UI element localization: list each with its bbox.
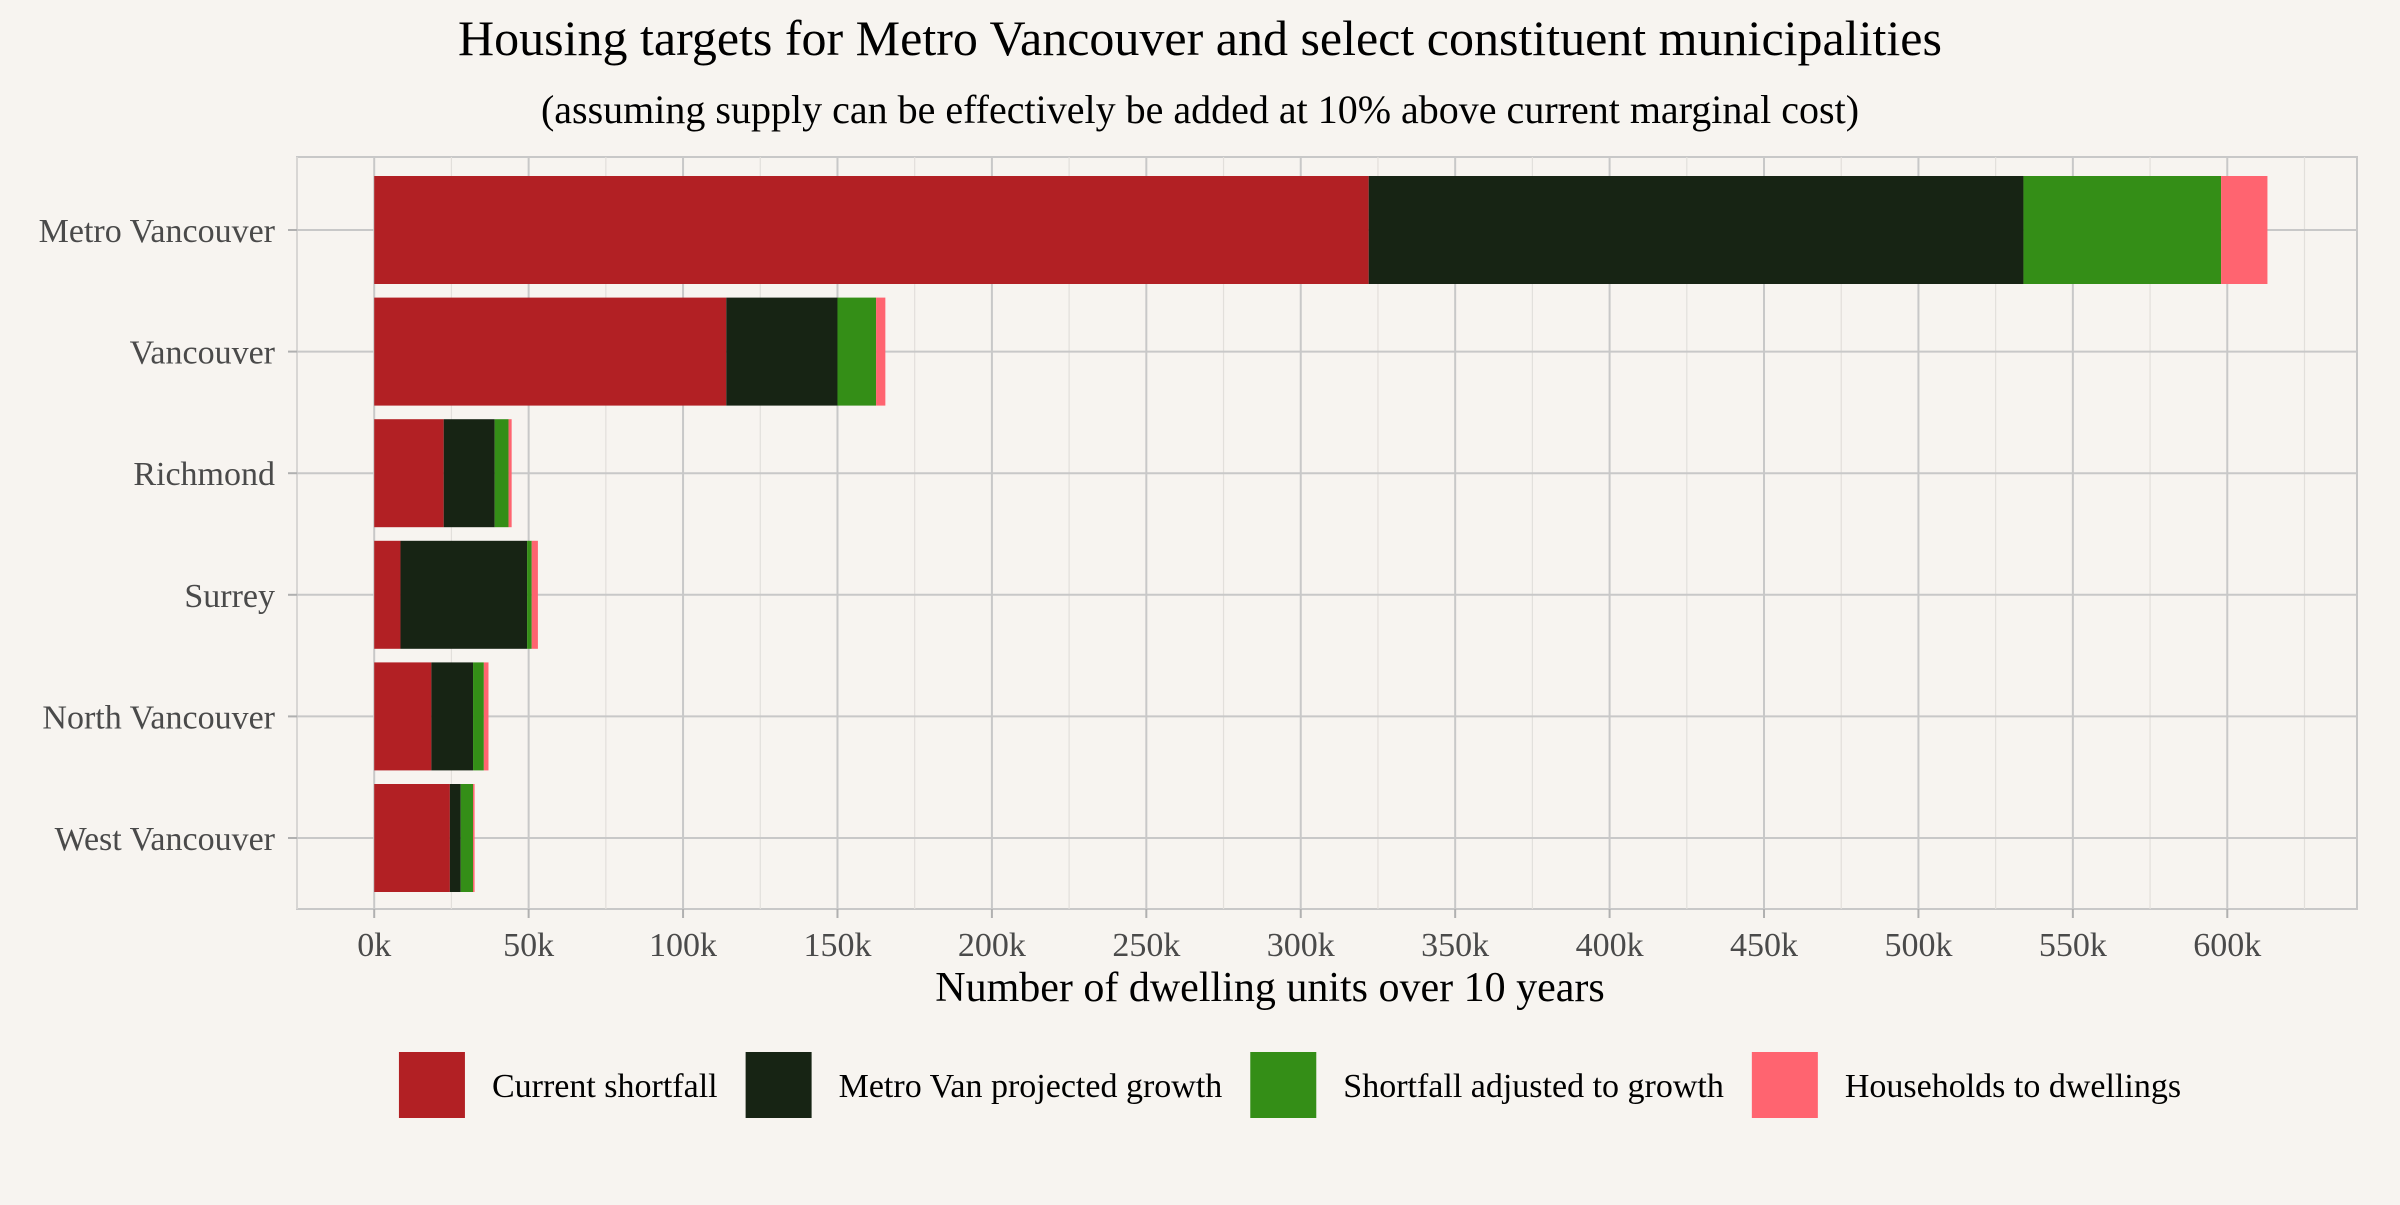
bar-segment: North Vancouver — Households to dwelling…: [483, 662, 489, 771]
legend-key: [398, 1052, 465, 1118]
bar-segment: North Vancouver — Metro Van projected gr…: [431, 662, 474, 771]
bar-segment: Vancouver — Shortfall adjusted to growth…: [837, 297, 877, 406]
x-tick-label: 600k: [2193, 927, 2261, 964]
bar-segment: Richmond — Current shortfall: 22500: [374, 419, 444, 528]
bar-segment: Surrey — Shortfall adjusted to growth: 1…: [527, 540, 532, 649]
x-tick-label: 50k: [503, 927, 554, 964]
bar-segment: Surrey — Current shortfall: 8500: [374, 540, 401, 649]
y-tick-label: Richmond: [133, 456, 275, 493]
legend-key: [745, 1052, 812, 1118]
bar-segment: Metro Vancouver — Current shortfall: 322…: [374, 176, 1369, 284]
x-tick-label: 0k: [357, 927, 391, 964]
x-tick-label: 200k: [958, 927, 1026, 964]
bar-segment: Richmond — Metro Van projected growth: 1…: [443, 419, 495, 528]
x-tick-label: 350k: [1421, 927, 1489, 964]
legend-key: [1250, 1052, 1317, 1118]
legend-label: Metro Van projected growth: [839, 1068, 1223, 1105]
x-axis: 0k 50k 100k 150k 200k 250k 300k 350k 400k 450k 500…: [357, 909, 2261, 964]
legend-item: Shortfall adjusted to growth: [1250, 1052, 1724, 1118]
bars-layer: Metro Vancouver — Current shortfall: 322…: [374, 176, 2268, 892]
bar-segment: Surrey — Households to dwellings: 2000: [531, 540, 538, 649]
bar-segment: Surrey — Metro Van projected growth: 410…: [400, 540, 528, 649]
chart-subtitle: (assuming supply can be effectively be a…: [541, 87, 1859, 132]
bar-segment: Vancouver — Metro Van projected growth: …: [726, 297, 838, 406]
x-tick-label: 150k: [803, 927, 871, 964]
bar-segment: West Vancouver — Metro Van projected gro…: [449, 784, 461, 892]
legend-item: Households to dwellings: [1751, 1052, 2181, 1118]
bar-segment: Vancouver — Current shortfall: 114000: [374, 297, 727, 406]
x-tick-label: 100k: [649, 927, 717, 964]
y-axis: Metro Vancouver Vancouver Richmond Surrey No…: [39, 213, 297, 858]
x-tick-label: 550k: [2039, 927, 2107, 964]
chart-title: Housing targets for Metro Vancouver and …: [458, 10, 1942, 66]
y-tick-label: West Vancouver: [55, 821, 276, 858]
bar-segment: West Vancouver — Current shortfall: 2450…: [374, 784, 450, 892]
bar-segment: Richmond — Households to dwellings: 1000: [508, 419, 512, 528]
legend-label: Shortfall adjusted to growth: [1343, 1068, 1724, 1105]
legend-key: [1751, 1052, 1818, 1118]
legend-item: Current shortfall: [398, 1052, 718, 1118]
y-tick-label: Metro Vancouver: [39, 213, 276, 250]
legend-label: Current shortfall: [492, 1068, 718, 1105]
x-tick-label: 500k: [1884, 927, 1952, 964]
x-tick-label: 400k: [1576, 927, 1644, 964]
bar-segment: Metro Vancouver — Shortfall adjusted to …: [2023, 176, 2222, 284]
x-tick-label: 250k: [1112, 927, 1180, 964]
bar-segment: West Vancouver — Households to dwellings…: [473, 784, 475, 892]
bar-segment: North Vancouver — Shortfall adjusted to …: [473, 662, 484, 771]
legend-item: Metro Van projected growth: [745, 1052, 1223, 1118]
x-tick-label: 300k: [1267, 927, 1335, 964]
bar-segment: Metro Vancouver — Metro Van projected gr…: [1368, 176, 2024, 284]
bar-segment: Richmond — Shortfall adjusted to growth:…: [494, 419, 509, 528]
y-tick-label: North Vancouver: [42, 699, 275, 736]
bar-segment: West Vancouver — Shortfall adjusted to g…: [460, 784, 474, 892]
y-tick-label: Vancouver: [130, 335, 276, 372]
x-tick-label: 450k: [1730, 927, 1798, 964]
y-tick-label: Surrey: [184, 578, 275, 615]
legend-label: Households to dwellings: [1845, 1068, 2181, 1105]
legend: Current shortfall Metro Van projected gro…: [398, 1052, 2181, 1118]
bar-segment: Vancouver — Households to dwellings: 300…: [876, 297, 886, 406]
x-axis-title: Number of dwelling units over 10 years: [935, 965, 1605, 1011]
bar-segment: North Vancouver — Current shortfall: 185…: [374, 662, 432, 771]
bar-segment: Metro Vancouver — Households to dwelling…: [2221, 176, 2268, 284]
